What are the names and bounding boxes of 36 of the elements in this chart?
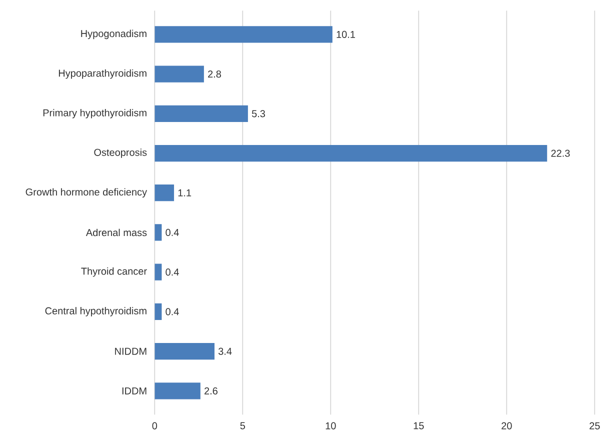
bar <box>154 264 162 280</box>
y-tick-label: Hypogonadism <box>81 30 146 40</box>
y-tick-label: Hypoparathyroidism <box>58 69 146 79</box>
data-label: 2.8 <box>208 70 222 78</box>
data-label: 5.3 <box>252 110 266 118</box>
bar <box>154 184 174 202</box>
y-tick-label: Thyroid cancer <box>81 267 147 277</box>
y-tick-label: IDDM <box>122 387 146 394</box>
x-tick-label: 20 <box>502 422 512 430</box>
y-tick-label: Primary hypothyroidism <box>43 109 146 118</box>
data-label: 3.4 <box>218 348 232 355</box>
y-tick-label: Osteoprosis <box>94 148 147 158</box>
data-label: 1.1 <box>178 189 192 196</box>
y-tick-label: Growth hormone deficiency <box>26 188 148 198</box>
y-tick-label: Adrenal mass <box>86 228 147 236</box>
y-tick-label: Central hypothyroidism <box>45 307 146 316</box>
data-label: 0.4 <box>166 268 179 276</box>
x-tick-label: 15 <box>414 422 424 430</box>
y-tick-label: NIDDM <box>115 348 146 355</box>
x-tick-label: 10 <box>326 422 336 430</box>
data-label: 10.1 <box>336 30 356 38</box>
bar <box>154 66 204 82</box>
bar <box>154 144 548 162</box>
bar <box>154 224 162 241</box>
data-label: 22.3 <box>551 150 570 157</box>
bar <box>154 342 215 360</box>
bar <box>154 105 248 122</box>
x-tick-label: 25 <box>590 422 600 430</box>
bar <box>154 382 200 400</box>
data-label: 0.4 <box>166 308 179 316</box>
bar <box>154 26 332 43</box>
x-tick-label: 0 <box>152 422 158 430</box>
data-label: 0.4 <box>166 228 179 236</box>
bar <box>154 303 162 320</box>
x-tick-label: 5 <box>240 422 246 430</box>
data-label: 2.6 <box>204 387 218 394</box>
